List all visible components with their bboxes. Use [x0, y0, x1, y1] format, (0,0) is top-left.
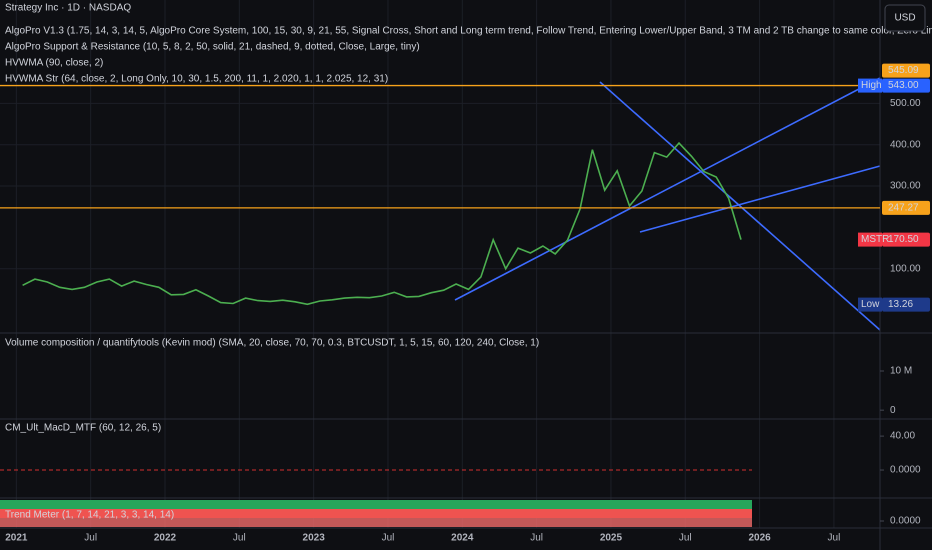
- y-tick-label: 500.00: [890, 98, 921, 109]
- price-tag: [882, 78, 930, 93]
- y-tick-label: 300.00: [890, 181, 921, 192]
- x-tick-label: 2023: [303, 533, 326, 544]
- y-tick-label: 100.00: [890, 263, 921, 274]
- price-tag-value: 543.00: [888, 80, 919, 91]
- x-tick-label: Jul: [530, 533, 543, 544]
- price-tag: [882, 63, 930, 78]
- trend-meter-band: [0, 500, 752, 509]
- price-tag-value: 545.09: [888, 65, 919, 76]
- y-tick-label: 0.0000: [890, 516, 921, 527]
- y-tick-label: 0: [890, 405, 896, 416]
- price-tag: [882, 297, 930, 312]
- trend-meter-band: [0, 518, 752, 527]
- x-tick-label: 2021: [5, 533, 28, 544]
- price-tag-name-box: [858, 232, 882, 247]
- indicator-label: HVWMA Str (64, close, 2, Long Only, 10, …: [5, 74, 388, 85]
- indicator-label: HVWMA (90, close, 2): [5, 58, 103, 69]
- x-tick-label: 2025: [600, 533, 623, 544]
- price-tag-name: Low: [861, 299, 880, 310]
- trend-meter-band: [0, 509, 752, 518]
- x-tick-label: Jul: [679, 533, 692, 544]
- symbol-title: Strategy Inc · 1D · NASDAQ: [5, 3, 131, 14]
- pane-title: Volume composition / quantifytools (Kevi…: [5, 338, 539, 349]
- price-tag-name-box: [858, 297, 882, 312]
- price-tag-value: 247.27: [888, 202, 919, 213]
- trend-line: [639, 165, 881, 233]
- price-tag-value: 170.50: [888, 234, 919, 245]
- currency-button[interactable]: [884, 4, 926, 32]
- x-tick-label: 2022: [154, 533, 177, 544]
- x-tick-label: 2026: [748, 533, 771, 544]
- indicator-label: AlgoPro V1.3 (1.75, 14, 3, 14, 5, AlgoPr…: [5, 26, 932, 37]
- pane-title: CM_Ult_MacD_MTF (60, 12, 26, 5): [5, 423, 161, 434]
- y-tick-label: 400.00: [890, 139, 921, 150]
- price-tag-name: MSTR: [861, 234, 889, 245]
- price-line: [22, 141, 742, 306]
- y-tick-label: 40.00: [890, 431, 915, 442]
- x-tick-label: Jul: [828, 533, 841, 544]
- trend-line: [454, 77, 881, 301]
- pane-title: Trend Meter (1, 7, 14, 21, 3, 3, 14, 14): [5, 510, 174, 521]
- trend-line: [599, 81, 881, 331]
- price-tag: [882, 200, 930, 215]
- y-tick-label: 10 M: [890, 366, 912, 377]
- price-tag-value: 13.26: [888, 299, 913, 310]
- x-tick-label: Jul: [84, 533, 97, 544]
- x-tick-label: Jul: [382, 533, 395, 544]
- x-tick-label: 2024: [451, 533, 474, 544]
- price-tag-name: High: [861, 80, 882, 91]
- indicator-label: AlgoPro Support & Resistance (10, 5, 8, …: [5, 42, 420, 53]
- currency-label[interactable]: USD: [894, 13, 915, 24]
- y-tick-label: 0.0000: [890, 465, 921, 476]
- grid-layer: [0, 0, 880, 528]
- x-tick-label: Jul: [233, 533, 246, 544]
- price-tag: [882, 232, 930, 247]
- price-tag-name-box: [858, 78, 882, 93]
